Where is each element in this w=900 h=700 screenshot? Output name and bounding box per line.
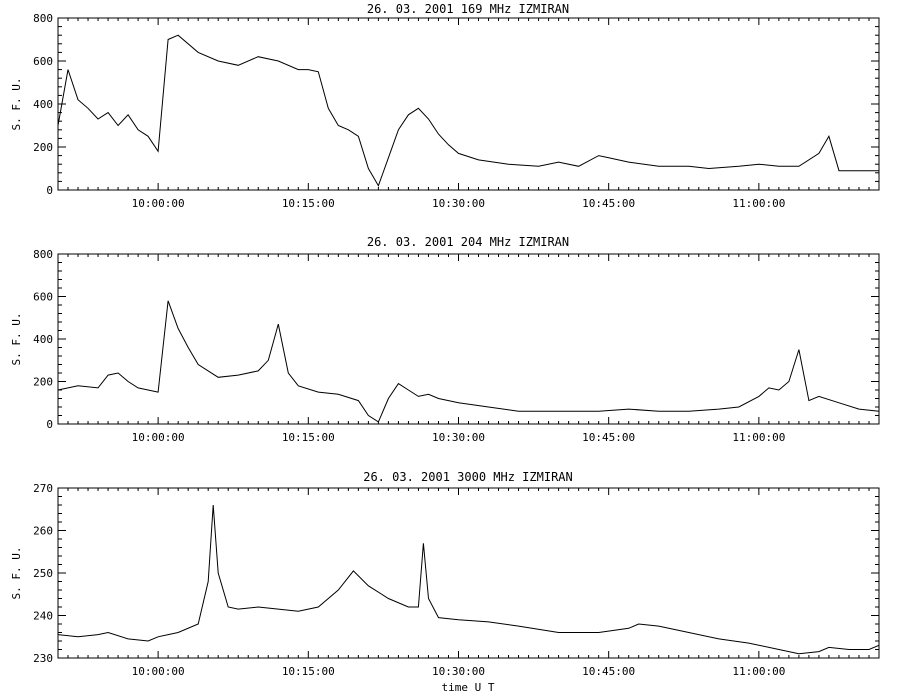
x-tick-label-3000mhz: 11:00:00	[732, 665, 785, 678]
y-tick-label-169mhz: 600	[33, 55, 53, 68]
chart-title-3000mhz: 26. 03. 2001 3000 MHz IZMIRAN	[363, 470, 573, 484]
x-tick-label-204mhz: 11:00:00	[732, 431, 785, 444]
x-tick-label-169mhz: 10:15:00	[282, 197, 335, 210]
chart-title-204mhz: 26. 03. 2001 204 MHz IZMIRAN	[367, 235, 569, 249]
chart-3000mhz: 26. 03. 2001 3000 MHz IZMIRAN S. F. U. t…	[10, 470, 880, 694]
x-tick-label-169mhz: 10:00:00	[132, 197, 185, 210]
y-tick-label-204mhz: 0	[46, 418, 53, 431]
tick-labels-204mhz: 10:00:00 10:15:00 10:30:00 10:45:00 11:00:00…	[33, 248, 785, 444]
series-line-3000mhz	[57, 504, 880, 655]
x-tick-label-169mhz: 10:30:00	[432, 197, 485, 210]
x-tick-label-3000mhz: 10:15:00	[282, 665, 335, 678]
y-tick-label-169mhz: 800	[33, 12, 53, 25]
x-tick-label-204mhz: 10:00:00	[132, 431, 185, 444]
chart-169mhz: 26. 03. 2001 169 MHz IZMIRAN S. F. U. 10…	[10, 2, 880, 210]
x-tick-label-204mhz: 10:30:00	[432, 431, 485, 444]
axis-ticks-3000mhz	[57, 487, 880, 659]
y-tick-label-204mhz: 400	[33, 333, 53, 346]
tick-labels-3000mhz: 10:00:00 10:15:00 10:30:00 10:45:00 11:00:00…	[33, 482, 785, 678]
chart-title-169mhz: 26. 03. 2001 169 MHz IZMIRAN	[367, 2, 569, 16]
y-axis-label-3000mhz: S. F. U.	[10, 547, 23, 600]
y-tick-label-3000mhz: 240	[33, 610, 53, 623]
axis-ticks-204mhz	[57, 253, 880, 425]
tick-labels-169mhz: 10:00:00 10:15:00 10:30:00 10:45:00 11:00:00…	[33, 12, 785, 210]
x-tick-label-204mhz: 10:15:00	[282, 431, 335, 444]
plot-frame-3000mhz	[57, 487, 880, 659]
x-tick-label-204mhz: 10:45:00	[582, 431, 635, 444]
y-tick-label-169mhz: 200	[33, 141, 53, 154]
y-tick-label-3000mhz: 230	[33, 652, 53, 665]
y-tick-label-3000mhz: 260	[33, 525, 53, 538]
y-axis-label-204mhz: S. F. U.	[10, 313, 23, 366]
y-tick-label-169mhz: 0	[46, 184, 53, 197]
x-tick-label-3000mhz: 10:30:00	[432, 665, 485, 678]
y-tick-label-204mhz: 200	[33, 376, 53, 389]
x-tick-label-169mhz: 10:45:00	[582, 197, 635, 210]
y-tick-label-3000mhz: 270	[33, 482, 53, 495]
x-tick-label-3000mhz: 10:00:00	[132, 665, 185, 678]
y-tick-label-204mhz: 600	[33, 291, 53, 304]
y-tick-label-3000mhz: 250	[33, 567, 53, 580]
x-axis-label-3000mhz: time U T	[442, 681, 495, 694]
series-line-204mhz	[57, 300, 880, 423]
x-tick-label-3000mhz: 10:45:00	[582, 665, 635, 678]
y-axis-label-169mhz: S. F. U.	[10, 78, 23, 131]
series-line-169mhz	[57, 34, 879, 187]
chart-204mhz: 26. 03. 2001 204 MHz IZMIRAN S. F. U. 10…	[10, 235, 880, 444]
y-tick-label-169mhz: 400	[33, 98, 53, 111]
x-tick-label-169mhz: 11:00:00	[732, 197, 785, 210]
y-tick-label-204mhz: 800	[33, 248, 53, 261]
axis-ticks-169mhz	[57, 17, 880, 191]
